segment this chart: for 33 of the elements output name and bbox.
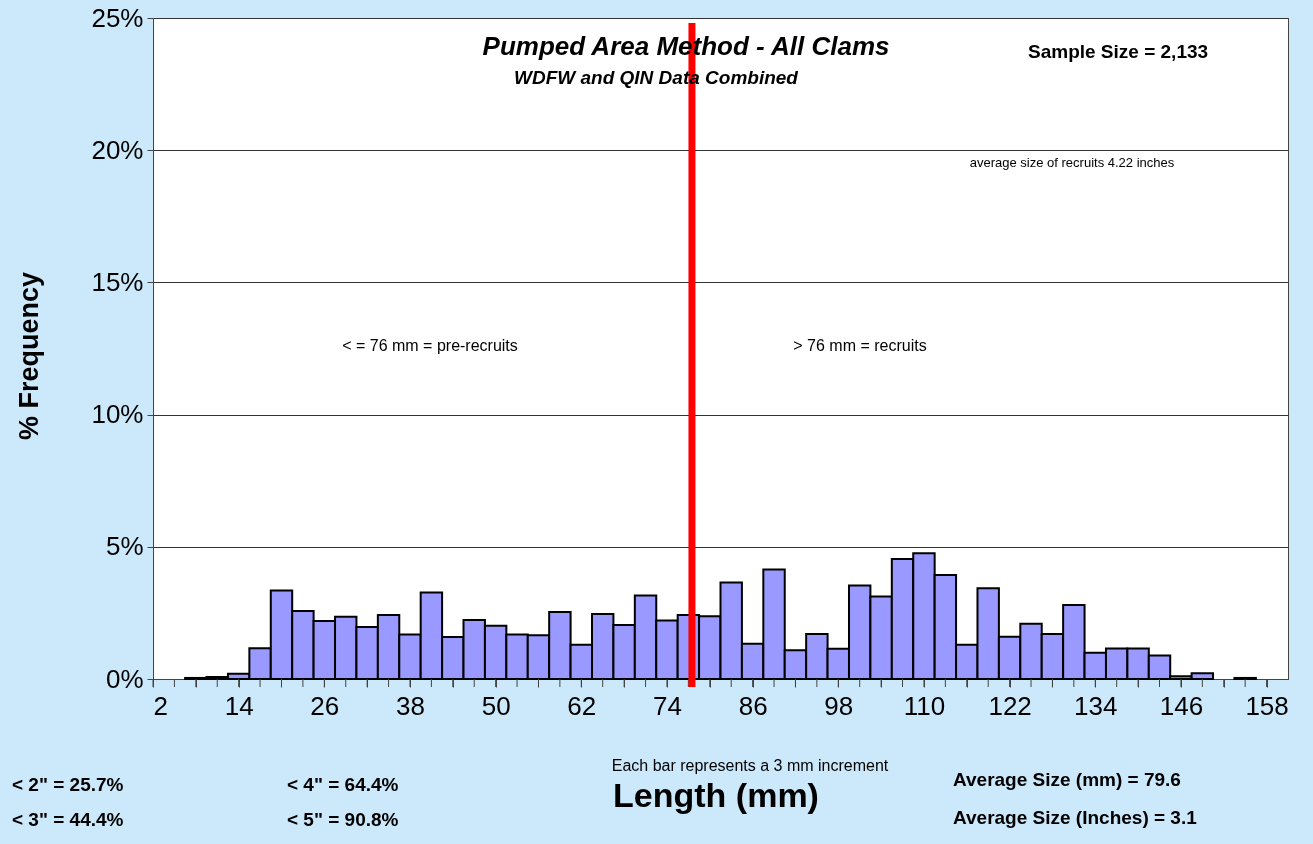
text: < 2" = 25.7% (12, 774, 124, 795)
x-tick-label: 50 (481, 690, 511, 721)
text: Each bar represents a 3 mm increment (611, 757, 889, 774)
x-tick-label: 134 (1074, 690, 1118, 721)
text: < 4" = 64.4% (287, 774, 399, 795)
x-tick-label: 110 (903, 690, 946, 721)
x-tick-label: 38 (396, 690, 425, 721)
x-tick-label: 98 (824, 690, 854, 721)
x-tick-label: 26 (310, 690, 340, 721)
text: < 5" = 90.8% (287, 809, 399, 830)
y-tick-label: 0% (105, 663, 144, 694)
y-tick-label: 10% (91, 399, 144, 430)
text: < 3" = 44.4% (12, 809, 124, 830)
x-tick-label: 62 (567, 690, 597, 721)
x-tick-label: 14 (224, 690, 254, 721)
annotation: Sample Size = 2,133 (1028, 41, 1209, 62)
x-tick-label: 122 (988, 690, 1032, 721)
x-tick-label: 74 (653, 690, 682, 721)
y-tick-label: 15% (91, 266, 144, 297)
annotation: > 76 mm = recruits (793, 337, 927, 354)
x-tick-label: 146 (1159, 690, 1204, 721)
x-axis-title: Length (mm) (613, 776, 819, 814)
y-tick-label: 25% (91, 2, 144, 33)
x-tick-label: 2 (153, 690, 168, 721)
y-tick-label: 20% (91, 134, 144, 165)
y-tick-label: 5% (105, 531, 144, 562)
x-tick-label: 86 (738, 690, 768, 721)
annotation: average size of recruits 4.22 inches (969, 155, 1175, 170)
text: Average Size (Inches) = 3.1 (953, 807, 1198, 828)
x-tick-label: 158 (1245, 690, 1289, 721)
text: Average Size (mm) = 79.6 (953, 769, 1181, 790)
annotation: < = 76 mm = pre-recruits (342, 337, 518, 354)
y-axis-title: % Frequency (14, 271, 44, 441)
